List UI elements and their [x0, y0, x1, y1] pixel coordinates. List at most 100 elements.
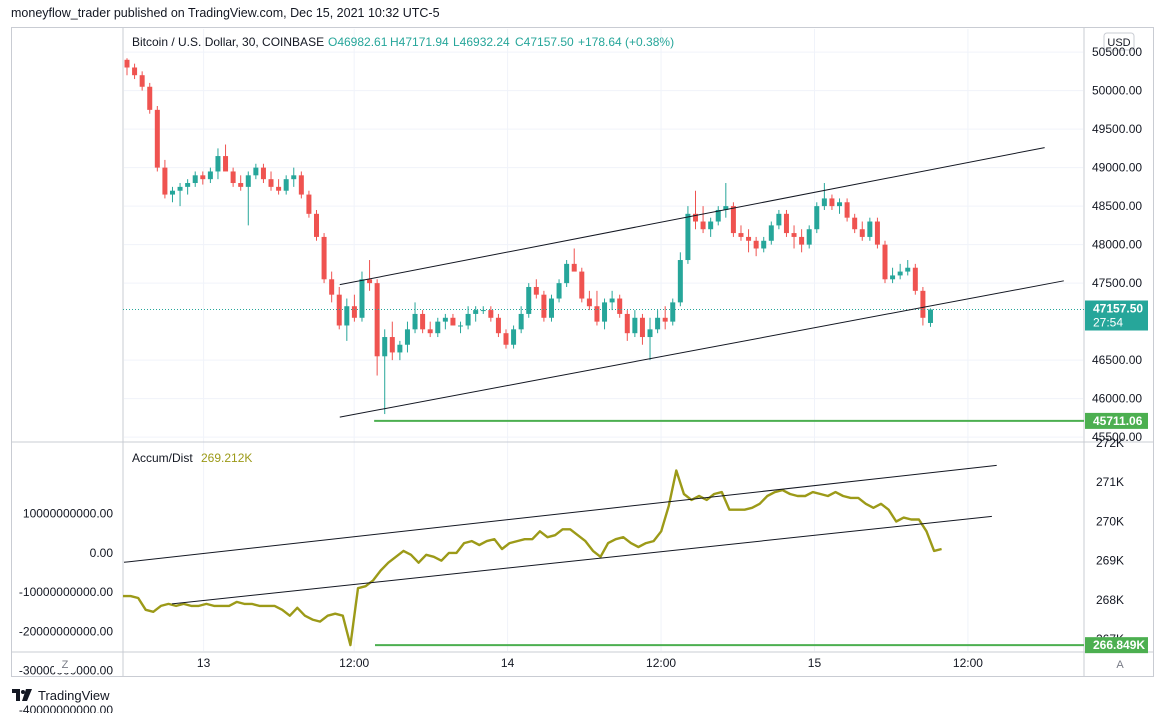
price-channel-upper[interactable]: [339, 147, 1045, 286]
time-axis[interactable]: 13 12:00 14 12:00 15 12:00: [197, 656, 983, 670]
ad-right-tick-label: 268K: [1096, 593, 1124, 607]
ad-support-label: 266.849K: [1093, 638, 1145, 652]
ad-right-axis[interactable]: 272K271K270K269K268K267K: [1096, 436, 1124, 646]
brand-footer[interactable]: TradingView: [11, 686, 110, 704]
ad-channel-upper[interactable]: [123, 464, 997, 563]
candle-body: [291, 175, 297, 180]
candle-body: [200, 175, 206, 180]
candle-body: [700, 221, 706, 230]
price-tick-label: 46500.00: [1092, 353, 1142, 367]
candle-body: [154, 109, 160, 168]
candle-body: [708, 221, 714, 230]
ad-right-tick-label: 270K: [1096, 514, 1124, 528]
candle-body: [882, 244, 888, 280]
candle-body: [480, 310, 486, 312]
candle-body: [404, 329, 410, 345]
time-tick-label: 12:00: [953, 656, 983, 670]
publish-info: moneyflow_trader published on TradingVie…: [11, 6, 440, 20]
candle-body: [867, 221, 873, 237]
ohlc-close: C47157.50: [515, 35, 574, 49]
candle-body: [245, 175, 251, 187]
candle-body: [435, 321, 441, 334]
ad-left-tick-label: -20000000000.00: [19, 624, 113, 638]
candle-body: [609, 298, 615, 303]
candle-body: [791, 233, 797, 237]
price-channel-lower[interactable]: [339, 280, 1064, 418]
candle-body: [230, 171, 236, 184]
candle-body: [276, 186, 282, 191]
last-price-marker: [1085, 300, 1148, 331]
log-scale-button[interactable]: [54, 655, 76, 673]
candles: [124, 58, 933, 415]
candle-body: [442, 317, 448, 322]
ad-left-axis[interactable]: 10000000000.00 0.00 -10000000000.00 -200000…: [19, 507, 113, 713]
candle-body: [298, 175, 304, 195]
price-tick-label: 48000.00: [1092, 238, 1142, 252]
candle-body: [124, 59, 130, 68]
ad-left-tick-label: -10000000000.00: [19, 585, 113, 599]
price-axis[interactable]: 50500.00 50000.00 49500.00 49000.00 48500.00…: [1092, 45, 1142, 444]
chart-frame: [11, 27, 1154, 677]
currency-button[interactable]: [1103, 32, 1135, 51]
auto-scale-label: A: [1116, 659, 1124, 671]
candle-body: [693, 213, 698, 222]
ohlc-high: H47171.94: [390, 35, 449, 49]
price-tick-label: 49500.00: [1092, 122, 1142, 136]
candle-body: [723, 206, 729, 210]
candle-body: [670, 302, 676, 322]
candle-body: [852, 217, 858, 230]
candle-body: [548, 298, 554, 318]
accum-dist-line: [123, 469, 942, 647]
ad-channel-lower[interactable]: [171, 515, 992, 605]
candle-body: [685, 213, 691, 261]
time-tick-label: 12:00: [339, 656, 369, 670]
candle-body: [215, 156, 221, 172]
candle-body: [859, 229, 865, 237]
price-tick-label: 50000.00: [1092, 84, 1142, 98]
candle-body: [132, 67, 138, 76]
candle-body: [890, 275, 896, 280]
candle-body: [874, 221, 880, 245]
candle-body: [837, 202, 843, 207]
candle-body: [647, 329, 653, 338]
candle-body: [746, 236, 752, 241]
candle-body: [624, 313, 630, 334]
ad-left-tick-label: 10000000000.00: [23, 507, 113, 521]
candle-body: [814, 206, 820, 230]
time-tick-label: 15: [808, 656, 822, 670]
candle-body: [579, 271, 585, 299]
tradingview-logo-icon: [12, 689, 32, 701]
candle-body: [465, 313, 471, 326]
candle-body: [768, 225, 774, 241]
candle-body: [223, 156, 229, 172]
candle-body: [192, 175, 198, 184]
brand-name: TradingView: [38, 687, 110, 703]
ad-left-tick-label: 0.00: [90, 546, 114, 560]
time-tick-label: 14: [501, 656, 515, 670]
candle-body: [420, 313, 426, 330]
candle-body: [427, 329, 433, 334]
candle-body: [306, 194, 312, 214]
candle-body: [450, 317, 456, 326]
candle-body: [329, 279, 335, 295]
price-tick-label: 50500.00: [1092, 45, 1142, 59]
candle-body: [632, 317, 638, 334]
candle-body: [374, 283, 380, 357]
candle-body: [518, 313, 524, 330]
candle-body: [920, 290, 926, 318]
candle-body: [169, 190, 175, 195]
candle-body: [488, 310, 494, 318]
candle-body: [556, 283, 562, 299]
candle-body: [586, 298, 592, 307]
auto-scale-button[interactable]: [1109, 655, 1131, 673]
published-on-text: published on TradingView.com,: [113, 6, 287, 20]
candle-body: [602, 302, 608, 322]
candle-body: [458, 325, 464, 327]
publisher-name[interactable]: moneyflow_trader: [11, 6, 111, 20]
candle-body: [177, 186, 183, 191]
candle-body: [821, 198, 827, 207]
candle-body: [185, 183, 191, 187]
candle-body: [344, 306, 350, 326]
candle-body: [351, 306, 357, 318]
